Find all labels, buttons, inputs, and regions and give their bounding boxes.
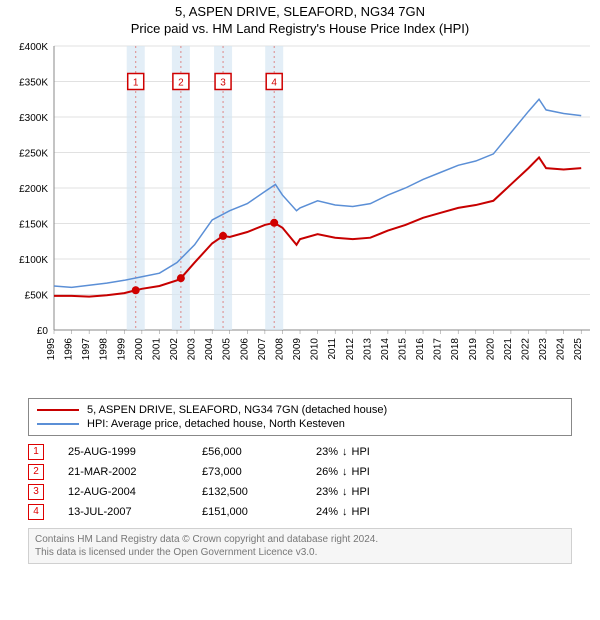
svg-text:2015: 2015 [397, 337, 408, 360]
footer-line2: This data is licensed under the Open Gov… [35, 546, 565, 559]
page: 5, ASPEN DRIVE, SLEAFORD, NG34 7GN Price… [0, 0, 600, 620]
sales-row: 4 13-JUL-2007 £151,000 24% ↓ HPI [28, 502, 572, 522]
sale-price: £56,000 [202, 446, 292, 458]
svg-text:£300K: £300K [19, 113, 48, 124]
down-arrow-icon: ↓ [342, 446, 348, 458]
svg-text:2018: 2018 [450, 337, 461, 360]
svg-text:£0: £0 [37, 326, 49, 337]
legend-row-property: 5, ASPEN DRIVE, SLEAFORD, NG34 7GN (deta… [37, 403, 563, 417]
title-line1: 5, ASPEN DRIVE, SLEAFORD, NG34 7GN [0, 4, 600, 21]
svg-text:3: 3 [220, 77, 226, 88]
svg-text:2025: 2025 [573, 337, 584, 360]
svg-text:2012: 2012 [345, 337, 356, 360]
sale-marker-icon: 1 [28, 444, 44, 460]
svg-text:2021: 2021 [503, 337, 514, 360]
sales-table: 1 25-AUG-1999 £56,000 23% ↓ HPI 2 21-MAR… [28, 442, 572, 522]
sale-diff: 24% ↓ HPI [316, 506, 416, 518]
svg-text:2023: 2023 [538, 337, 549, 360]
chart-title: 5, ASPEN DRIVE, SLEAFORD, NG34 7GN Price… [0, 0, 600, 38]
sale-marker-icon: 2 [28, 464, 44, 480]
svg-text:1998: 1998 [99, 337, 110, 360]
down-arrow-icon: ↓ [342, 466, 348, 478]
svg-text:2019: 2019 [468, 337, 479, 360]
svg-text:2009: 2009 [292, 337, 303, 360]
svg-text:2000: 2000 [134, 337, 145, 360]
legend: 5, ASPEN DRIVE, SLEAFORD, NG34 7GN (deta… [28, 398, 572, 436]
sale-date: 25-AUG-1999 [68, 446, 178, 458]
svg-text:2016: 2016 [415, 337, 426, 360]
down-arrow-icon: ↓ [342, 506, 348, 518]
sales-row: 2 21-MAR-2002 £73,000 26% ↓ HPI [28, 462, 572, 482]
svg-text:2006: 2006 [239, 337, 250, 360]
svg-text:1: 1 [133, 77, 139, 88]
svg-text:2014: 2014 [380, 337, 391, 360]
chart-svg: £0 £50K £100K £150K £200K £250K £300K £350K £400… [0, 38, 600, 388]
svg-text:2022: 2022 [520, 337, 531, 360]
svg-text:£400K: £400K [19, 42, 48, 53]
sale-diff: 23% ↓ HPI [316, 486, 416, 498]
sale-marker-icon: 3 [28, 484, 44, 500]
legend-label: 5, ASPEN DRIVE, SLEAFORD, NG34 7GN (deta… [87, 404, 387, 416]
svg-text:£350K: £350K [19, 77, 48, 88]
svg-text:2: 2 [178, 77, 184, 88]
footer-attribution: Contains HM Land Registry data © Crown c… [28, 528, 572, 564]
svg-text:£150K: £150K [19, 219, 48, 230]
svg-text:2013: 2013 [362, 337, 373, 360]
svg-text:1995: 1995 [46, 337, 57, 360]
sales-row: 1 25-AUG-1999 £56,000 23% ↓ HPI [28, 442, 572, 462]
legend-label: HPI: Average price, detached house, Nort… [87, 418, 345, 430]
sale-marker-icon: 4 [28, 504, 44, 520]
svg-text:2004: 2004 [204, 337, 215, 360]
svg-text:2024: 2024 [556, 337, 567, 360]
legend-swatch [37, 423, 79, 425]
svg-text:2011: 2011 [327, 337, 338, 359]
svg-text:2020: 2020 [485, 337, 496, 360]
svg-text:2001: 2001 [151, 337, 162, 360]
sale-price: £73,000 [202, 466, 292, 478]
sale-price: £132,500 [202, 486, 292, 498]
svg-text:4: 4 [271, 77, 277, 88]
svg-text:2007: 2007 [257, 337, 268, 360]
legend-swatch [37, 409, 79, 411]
svg-text:2008: 2008 [274, 337, 285, 360]
svg-text:£50K: £50K [25, 290, 49, 301]
svg-text:2003: 2003 [187, 337, 198, 360]
svg-text:1996: 1996 [64, 337, 75, 360]
svg-text:2010: 2010 [310, 337, 321, 360]
sale-price: £151,000 [202, 506, 292, 518]
svg-text:£200K: £200K [19, 184, 48, 195]
svg-text:2005: 2005 [222, 337, 233, 360]
legend-row-hpi: HPI: Average price, detached house, Nort… [37, 417, 563, 431]
svg-text:1997: 1997 [81, 337, 92, 360]
sale-diff: 23% ↓ HPI [316, 446, 416, 458]
sale-date: 21-MAR-2002 [68, 466, 178, 478]
footer-line1: Contains HM Land Registry data © Crown c… [35, 533, 565, 546]
svg-text:2017: 2017 [433, 337, 444, 360]
down-arrow-icon: ↓ [342, 486, 348, 498]
sale-date: 13-JUL-2007 [68, 506, 178, 518]
svg-text:1999: 1999 [116, 337, 127, 360]
sale-date: 12-AUG-2004 [68, 486, 178, 498]
sales-row: 3 12-AUG-2004 £132,500 23% ↓ HPI [28, 482, 572, 502]
title-line2: Price paid vs. HM Land Registry's House … [0, 21, 600, 38]
chart: £0 £50K £100K £150K £200K £250K £300K £350K £400… [0, 38, 600, 388]
svg-text:2002: 2002 [169, 337, 180, 360]
sale-diff: 26% ↓ HPI [316, 466, 416, 478]
svg-text:£100K: £100K [19, 255, 48, 266]
svg-text:£250K: £250K [19, 148, 48, 159]
